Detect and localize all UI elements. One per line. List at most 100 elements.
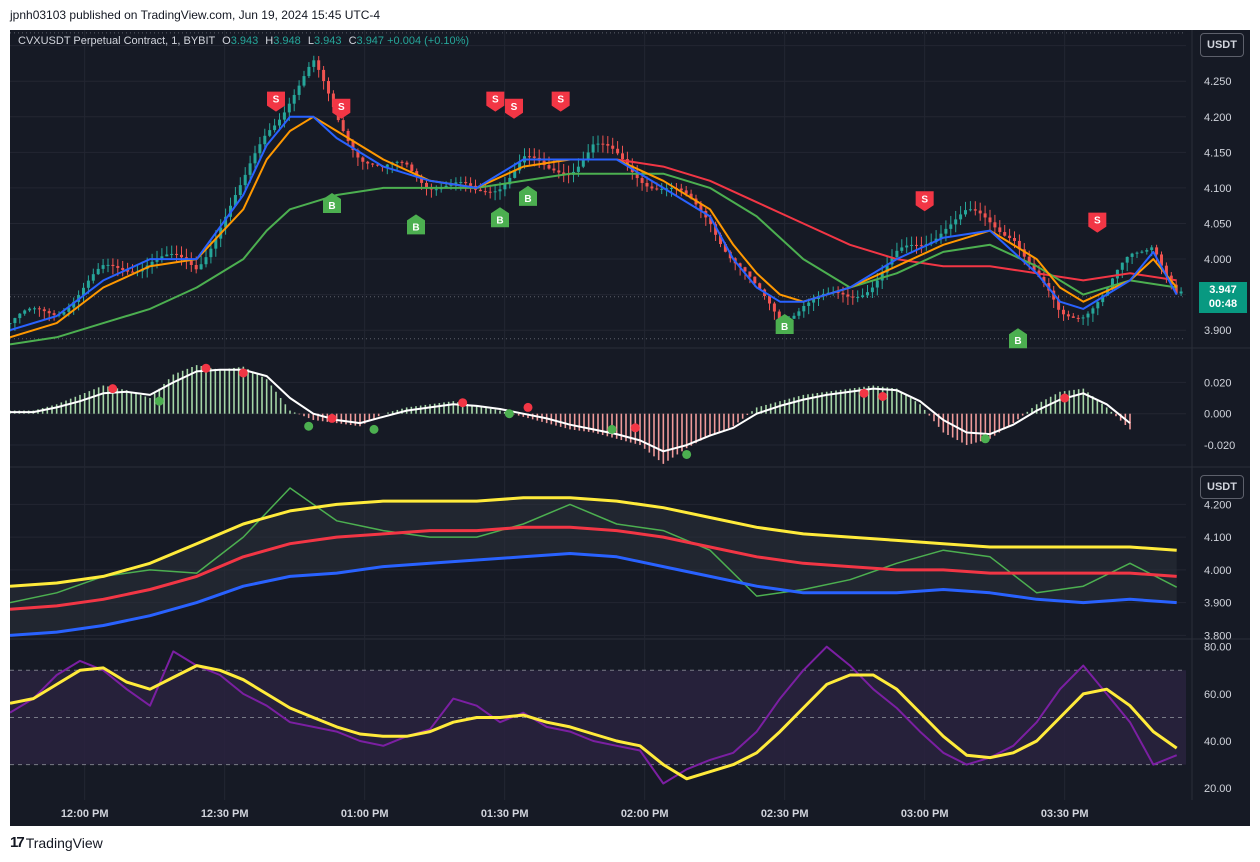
sell-signal-marker [915,191,934,212]
last-price: 3.947 [1209,284,1237,296]
candle-body [870,287,874,293]
candle-body [385,164,389,167]
candle-body [67,307,71,312]
candle-body [905,245,909,248]
candle-body [1076,317,1080,319]
footer-brand[interactable]: 17 TradingView [10,834,103,851]
buy-signal-label: B [1014,336,1021,347]
high-label: H [265,35,274,47]
candle-body [944,228,948,234]
buy-signal-marker [519,185,537,206]
candle-body [910,244,914,246]
candle-body [37,308,41,310]
time-axis-label: 01:30 PM [481,808,529,820]
sell-signal-marker [332,98,351,119]
currency-unit-button-lower[interactable]: USDT [1200,475,1244,499]
candle-body [1140,251,1144,253]
candle-body [562,172,566,175]
sell-signal-marker [486,91,505,112]
sell-signal-marker [551,91,570,112]
candle-body [1120,262,1124,270]
candle-body [968,209,972,211]
candle-body [1027,256,1031,264]
candle-body [655,188,659,190]
sell-signal-label: S [1094,216,1101,227]
time-axis-label: 02:30 PM [761,808,809,820]
close-label: C [348,35,357,47]
candle-body [596,143,600,145]
buy-signal-marker [775,313,794,334]
symbol-legend[interactable]: CVXUSDT Perpetual Contract, 1, BYBIT O3.… [18,35,469,47]
candle-body [111,264,115,267]
oscillator-cross-dot [201,363,211,373]
candle-body [768,295,771,304]
candle-body [552,168,556,171]
candle-body [91,274,95,281]
candle-body [758,283,762,290]
candle-body [425,182,428,188]
candle-body [719,234,722,245]
currency-unit-button[interactable]: USDT [1200,33,1244,57]
candle-body [1086,313,1090,318]
candle-body [792,315,796,319]
band-lower-line [10,552,1177,637]
candle-body [586,152,590,161]
candle-body [312,60,316,67]
buy-signal-label: B [412,222,419,233]
ma-fast-line [10,115,1178,332]
sell-signal-label: S [492,95,499,106]
bands-axis-tick-label: 4.000 [1204,565,1232,577]
band-upper-line [10,496,1177,588]
open-value: 3.943 [230,35,259,47]
candle-body [322,69,326,82]
oscillator-cross-dot [980,434,990,444]
price-axis-tick-label: 4.150 [1204,147,1232,159]
candle-body [1066,314,1070,317]
buy-signal-marker [323,193,341,214]
candle-body [527,156,531,158]
candle-body [1155,247,1159,255]
last-price-badge: 3.947 00:48 [1199,282,1247,313]
bands-axis-tick-label: 3.800 [1204,630,1232,642]
candle-body [650,186,654,189]
candle-body [753,276,757,284]
candle-body [772,303,776,312]
candle-body [1174,284,1178,294]
change-value: +0.004 (+0.10%) [387,35,470,47]
candle-body [258,144,262,154]
candle-body [253,153,257,164]
candle-body [199,264,203,270]
sell-signal-label: S [511,102,518,113]
candle-body [699,204,703,211]
sell-signal-label: S [557,95,564,106]
candle-body [518,162,522,171]
candle-body [1135,252,1139,254]
oscillator-cross-dot [607,424,617,434]
candle-body [170,253,174,255]
time-axis-label: 01:00 PM [341,808,389,820]
bands-axis-tick-label: 3.900 [1204,598,1232,610]
candle-body [1160,254,1163,266]
candle-body [723,244,727,252]
candle-body [635,172,639,179]
chart-area[interactable]: 4.3004.2504.2004.1504.1004.0504.0003.950… [10,30,1250,826]
candle-body [856,297,860,299]
ma-slow-line [10,172,1177,346]
buy-signal-label: B [524,194,531,205]
candle-body [1003,232,1007,236]
candle-body [194,265,198,270]
candle-body [1145,250,1149,252]
candle-body [807,302,811,306]
symbol-name[interactable]: CVXUSDT Perpetual Contract, 1, BYBIT [18,35,216,47]
oscillator-axis-tick-label: 0.000 [1204,409,1232,421]
candle-body [371,163,375,165]
chart-canvas[interactable]: 4.3004.2504.2004.1504.1004.0504.0003.950… [10,30,1250,826]
sell-signal-label: S [273,95,280,106]
candle-body [1022,249,1026,257]
candle-body [287,103,291,113]
candle-body [366,161,370,164]
ma-mid-line [10,115,1178,339]
rsi-ma-line [10,664,1178,781]
oscillator-signal-line [10,368,1131,453]
candle-body [498,189,502,192]
